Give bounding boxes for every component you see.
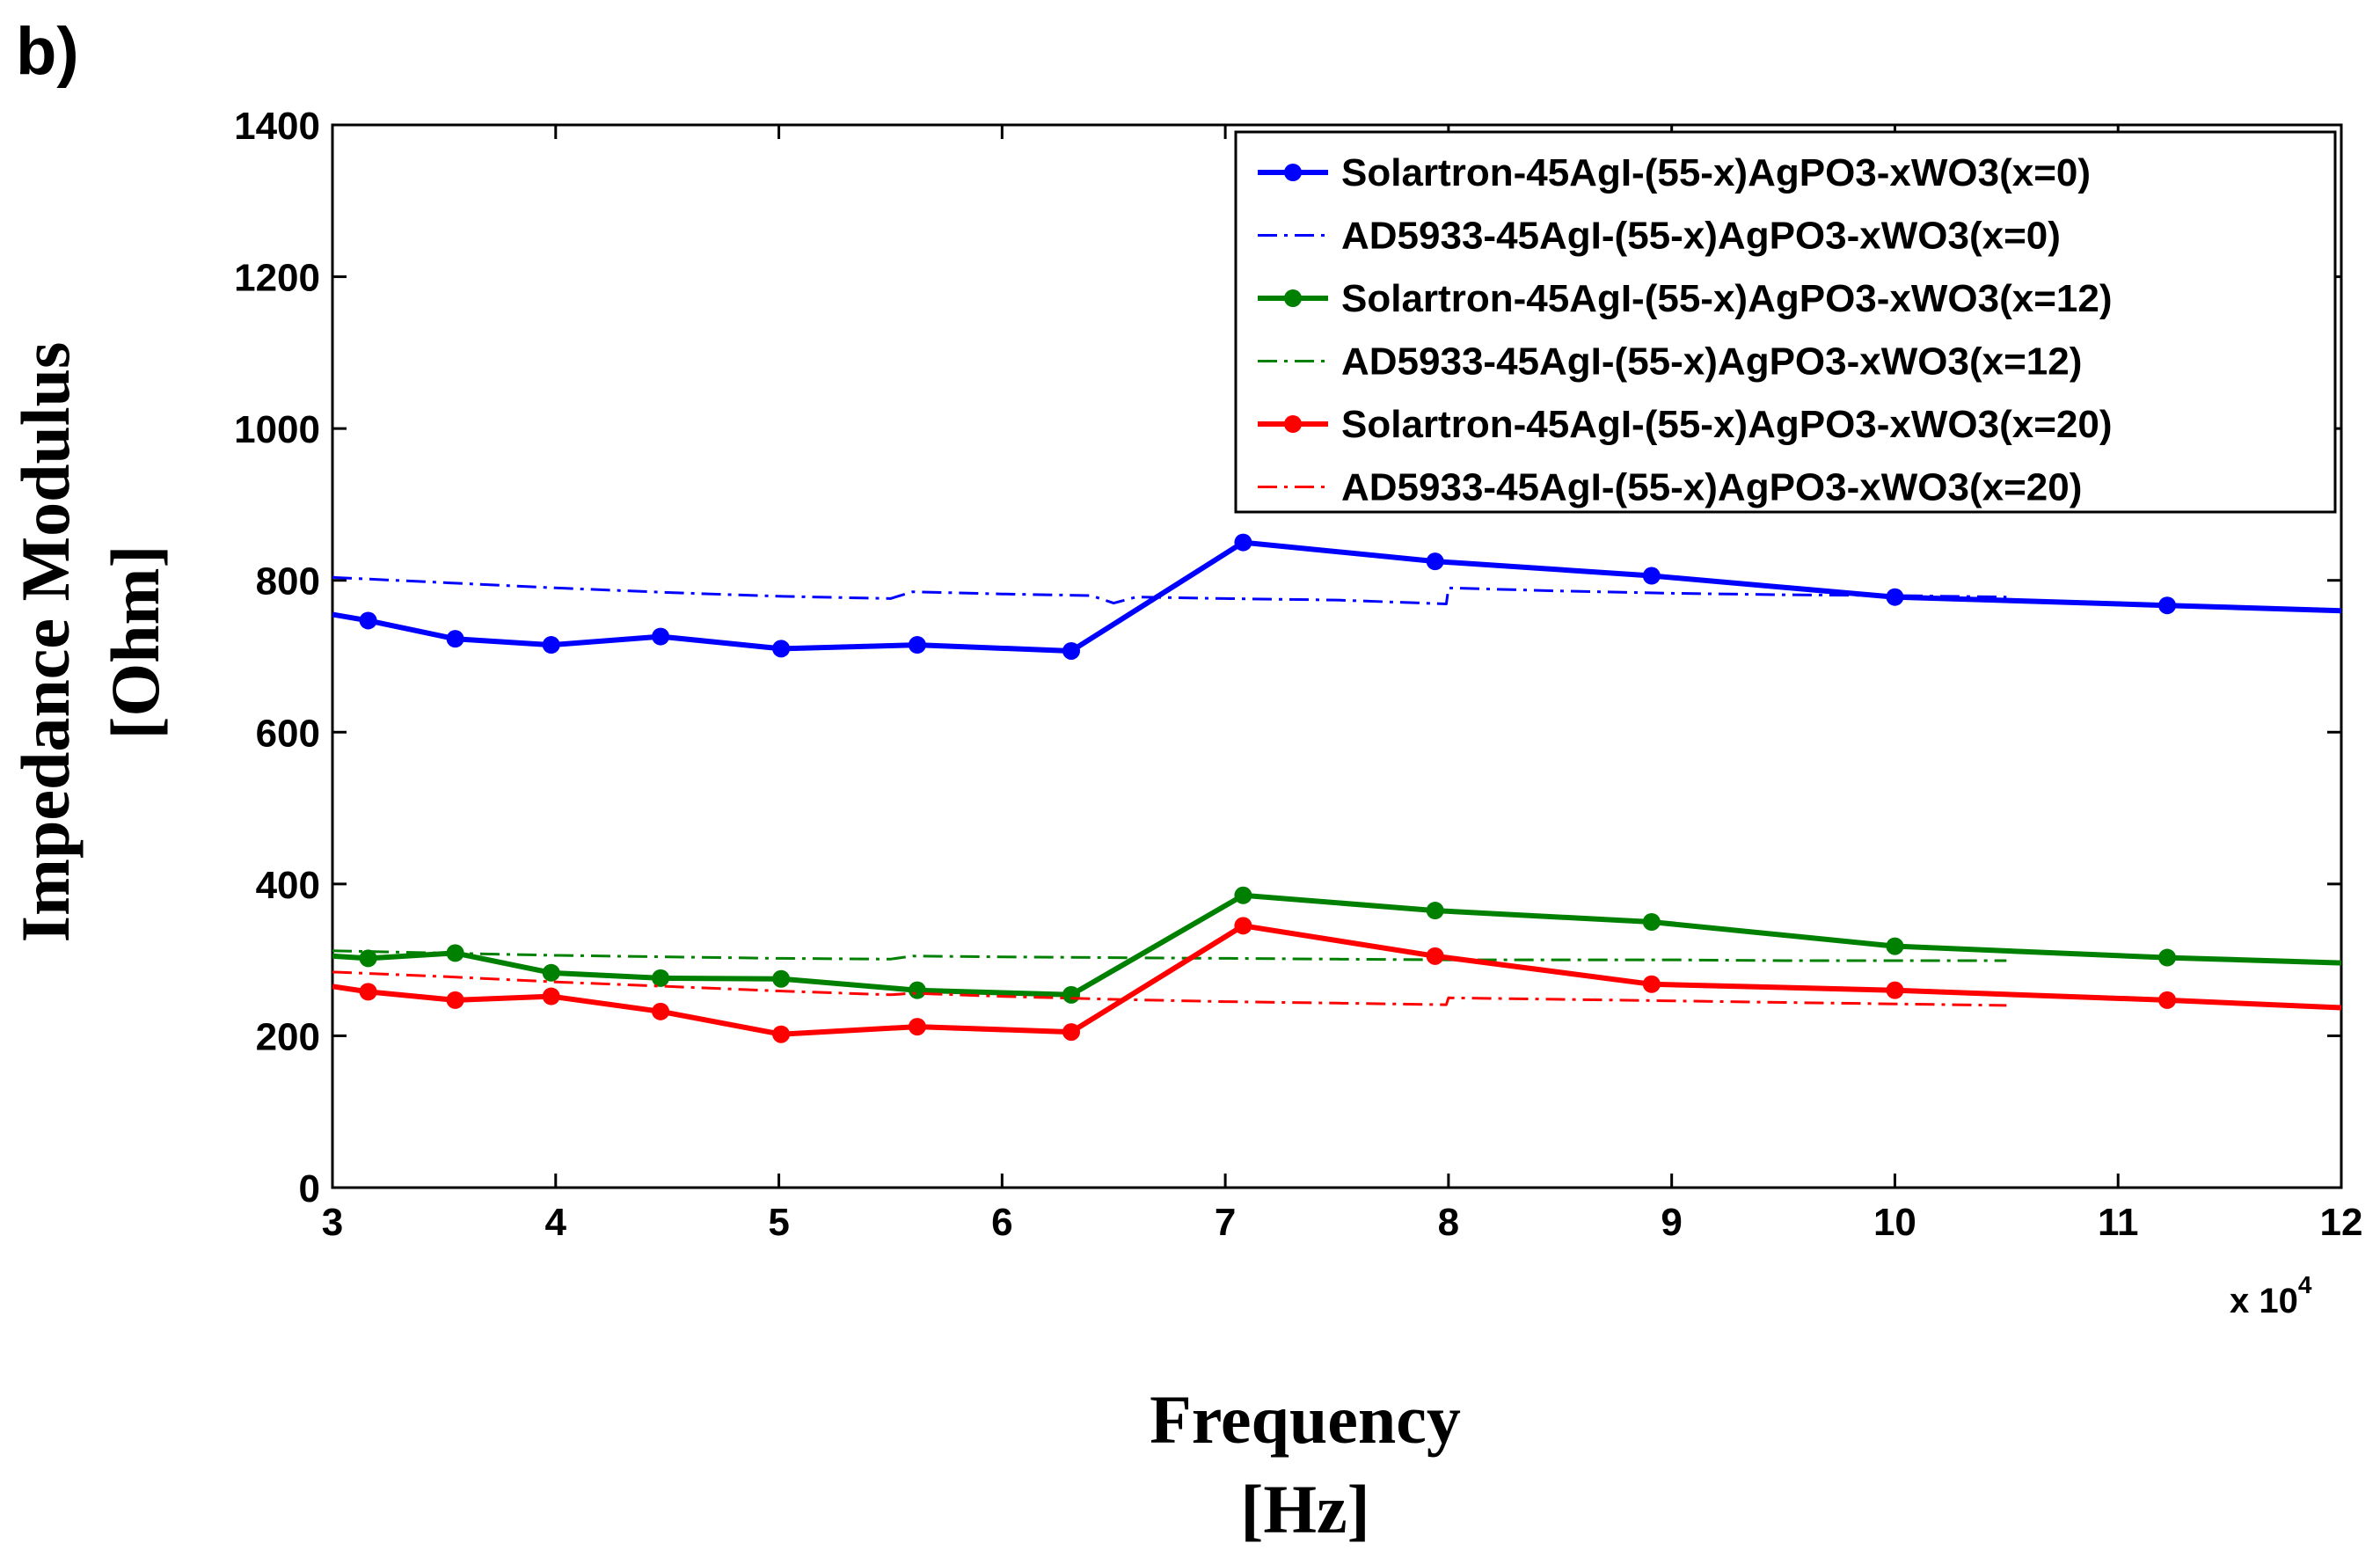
legend-label-3: Solartron-45AgI-(55-x)AgPO3-xWO3(x=12)	[1341, 277, 2113, 320]
x-tick-label: 3	[322, 1201, 343, 1244]
legend-marker-3	[1284, 289, 1302, 307]
series-1-point	[1062, 641, 1081, 660]
series-1-point	[1426, 552, 1444, 571]
y-tick-label: 1200	[234, 257, 320, 300]
x-tick-label: 6	[991, 1201, 1012, 1244]
legend: Solartron-45AgI-(55-x)AgPO3-xWO3(x=0) AD5…	[1234, 130, 2337, 514]
series-5-point	[652, 1002, 670, 1020]
series-1-point	[772, 640, 791, 658]
series-1-point	[2158, 596, 2177, 615]
y-tick-label: 1400	[234, 105, 320, 148]
x-tick-label: 10	[1873, 1201, 1916, 1244]
series-3-point	[359, 949, 377, 968]
series-3-point	[2158, 948, 2177, 967]
x-tick-label: 11	[2098, 1201, 2139, 1244]
y-axis-unit: [Ohm]	[97, 545, 173, 740]
legend-marker-5	[1284, 415, 1302, 433]
y-axis: 0 200 400 600 800 1000 1200 1400	[234, 105, 2341, 1210]
series-5-point	[1426, 947, 1444, 965]
x-tick-label: 9	[1661, 1201, 1682, 1244]
series-3-point	[1642, 913, 1661, 931]
legend-items: Solartron-45AgI-(55-x)AgPO3-xWO3(x=0) AD5…	[1258, 151, 2113, 509]
series-5-point	[2158, 991, 2177, 1009]
series-5-point	[908, 1018, 926, 1036]
series-line-5	[332, 923, 2342, 1037]
series-3-point	[1886, 937, 1904, 955]
series-5-point	[542, 987, 560, 1006]
series-line-2	[332, 575, 2007, 605]
series-layer	[332, 533, 2342, 1043]
series-3-point	[652, 969, 670, 987]
series-5-point	[1642, 975, 1661, 993]
series-1-point	[1886, 588, 1904, 606]
series-5-point	[1062, 1023, 1081, 1042]
y-axis-title: Impedance Modulus	[7, 342, 84, 943]
series-3-point	[772, 969, 791, 988]
series-line-1	[332, 539, 2342, 654]
x-axis: 3 4 5 6 7 8 9 10 11 12	[322, 125, 2363, 1244]
x-tick-label: 4	[545, 1201, 567, 1244]
y-tick-label: 400	[256, 864, 320, 907]
x-multiplier-label: x 104	[2230, 1271, 2312, 1320]
series-5-point	[772, 1025, 791, 1043]
panel-label: b)	[16, 14, 79, 89]
series-3-point	[908, 981, 926, 999]
series-1-point	[446, 630, 464, 648]
series-1-point	[542, 636, 560, 655]
x-multiplier-exponent: 4	[2298, 1271, 2312, 1298]
series-3-point	[1426, 902, 1444, 920]
y-tick-label: 200	[256, 1015, 320, 1058]
x-multiplier-text: x 10	[2230, 1282, 2298, 1320]
legend-box	[1234, 130, 2337, 514]
legend-label-5: Solartron-45AgI-(55-x)AgPO3-xWO3(x=20)	[1341, 403, 2113, 446]
legend-label-1: Solartron-45AgI-(55-x)AgPO3-xWO3(x=0)	[1341, 151, 2091, 194]
legend-label-4: AD5933-45AgI-(55-x)AgPO3-xWO3(x=12)	[1341, 340, 2082, 384]
series-1-point	[359, 611, 377, 630]
y-tick-label: 0	[299, 1167, 320, 1210]
x-axis-unit: [Hz]	[1240, 1471, 1369, 1547]
x-tick-label: 12	[2320, 1201, 2363, 1244]
x-tick-label: 7	[1215, 1201, 1236, 1244]
legend-marker-1	[1284, 164, 1302, 181]
series-3-point	[1234, 886, 1252, 904]
x-tick-label: 8	[1438, 1201, 1459, 1244]
y-tick-label: 1000	[234, 408, 320, 451]
series-3-point	[542, 963, 560, 982]
series-1-point	[652, 627, 670, 646]
y-tick-label: 600	[256, 712, 320, 755]
series-line-4	[332, 949, 2007, 962]
series-5-point	[1234, 917, 1252, 935]
series-3-point	[1062, 985, 1081, 1004]
x-tick-label: 5	[768, 1201, 789, 1244]
series-1-point	[1234, 533, 1252, 552]
y-tick-label: 800	[256, 560, 320, 603]
legend-label-6: AD5933-45AgI-(55-x)AgPO3-xWO3(x=20)	[1341, 466, 2082, 509]
series-line-3	[332, 892, 2342, 998]
series-5-point	[359, 983, 377, 1001]
series-1-point	[1642, 567, 1661, 585]
series-1-point	[908, 636, 926, 655]
series-5-point	[1886, 981, 1904, 999]
series-5-point	[446, 991, 464, 1009]
legend-label-2: AD5933-45AgI-(55-x)AgPO3-xWO3(x=0)	[1341, 215, 2061, 258]
x-axis-title: Frequency	[1150, 1381, 1461, 1458]
